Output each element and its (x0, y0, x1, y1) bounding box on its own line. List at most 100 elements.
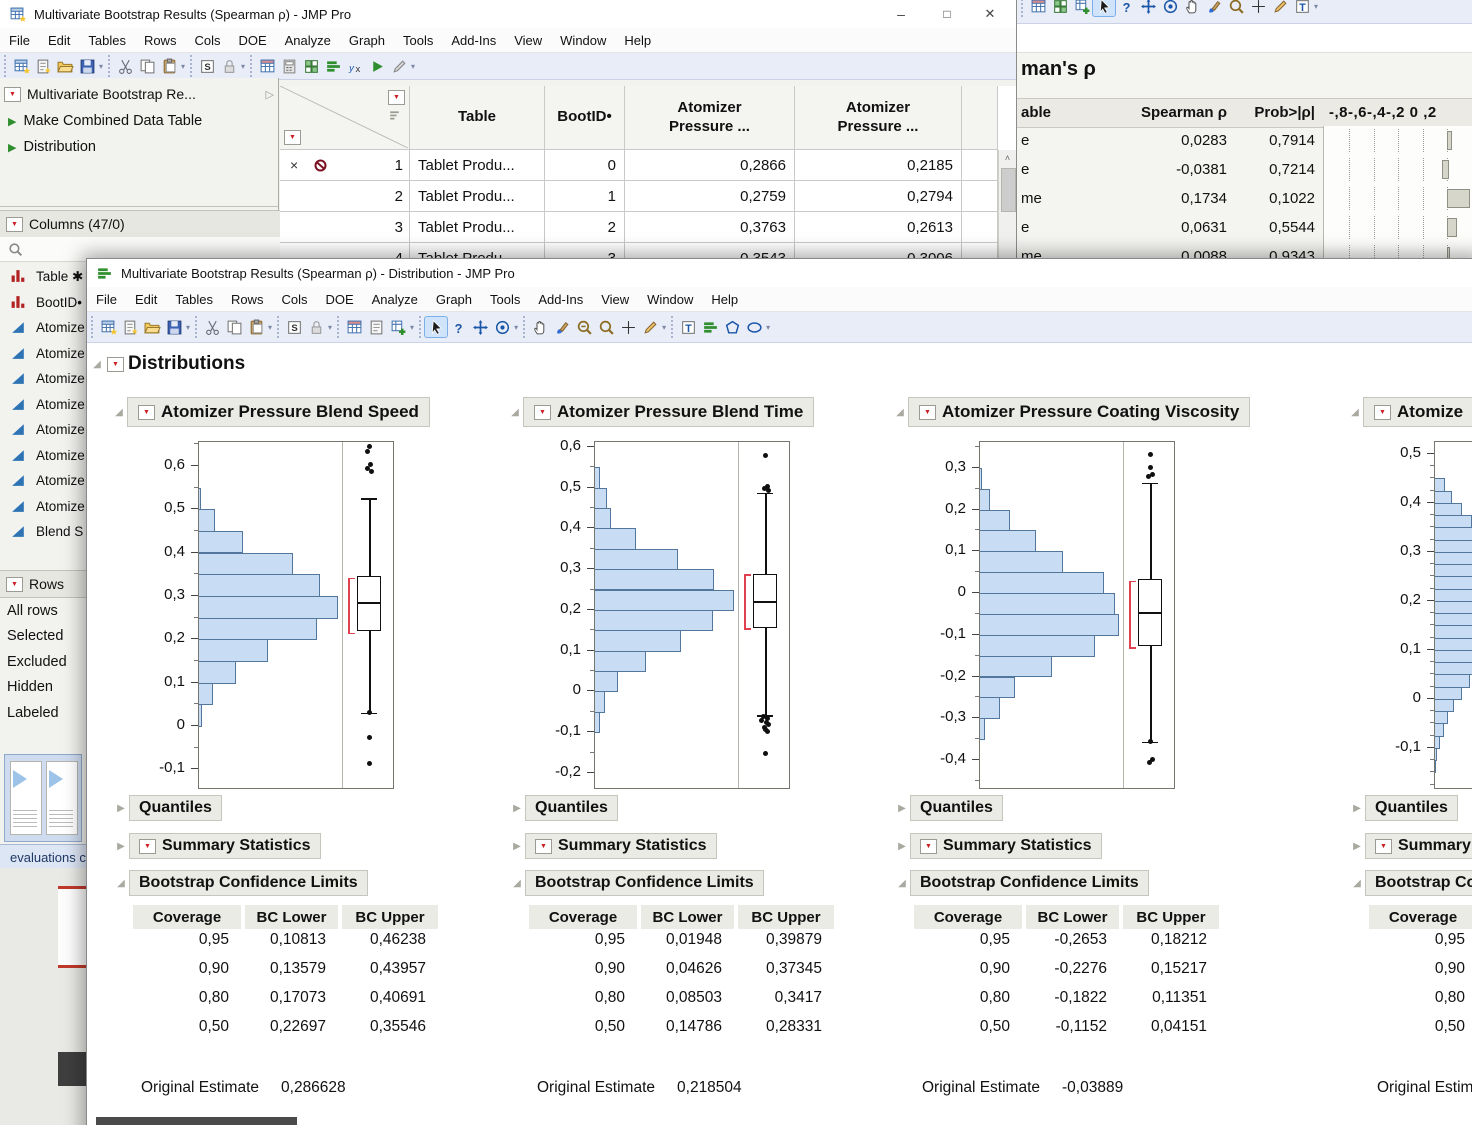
open-disclosure-icon[interactable]: ◢ (513, 877, 521, 889)
menu-file[interactable]: File (96, 291, 117, 307)
menu-tables[interactable]: Tables (175, 291, 213, 307)
grid-cell[interactable]: 2 (545, 212, 625, 243)
panel-title-box[interactable]: ▼ Atomize (1363, 397, 1472, 427)
squares-icon[interactable] (1049, 0, 1071, 16)
red-triangle-menu-icon[interactable]: ▼ (6, 216, 23, 232)
columns-menu-icon[interactable]: ▼ (388, 90, 405, 105)
toolbar-overflow-icon[interactable]: ▾ (99, 61, 104, 71)
closed-disclosure-icon[interactable]: ▶ (117, 802, 125, 814)
row-state-cell[interactable]: 2 (280, 181, 410, 212)
annotate-icon[interactable]: T (677, 317, 699, 337)
lock-icon[interactable] (305, 317, 327, 337)
menu-tables[interactable]: Tables (88, 32, 126, 48)
menu-help[interactable]: Help (711, 291, 739, 307)
open-disclosure-icon[interactable]: ◢ (117, 877, 125, 889)
toolbar-overflow-icon[interactable]: ▾ (241, 61, 246, 71)
target-icon[interactable] (1159, 0, 1181, 16)
continuous-icon[interactable] (7, 522, 29, 542)
oval-icon[interactable] (743, 317, 765, 337)
run-script-icon[interactable]: S (283, 317, 305, 337)
grid-cell[interactable]: Tablet Produ... (410, 181, 545, 212)
menu-analyze[interactable]: Analyze (284, 32, 331, 48)
red-triangle-menu-icon[interactable]: ▼ (6, 576, 23, 592)
open-icon[interactable] (141, 317, 163, 337)
move-icon[interactable] (469, 317, 491, 337)
new-data-table-icon[interactable] (97, 317, 119, 337)
polygon-icon[interactable] (721, 317, 743, 337)
quantiles-section-box[interactable]: Quantiles (129, 795, 222, 821)
closed-disclosure-icon[interactable]: ▶ (513, 840, 521, 852)
grid-cell[interactable]: 0,2759 (625, 181, 795, 212)
toolbar-overflow-icon[interactable]: ▾ (181, 61, 186, 71)
closed-disclosure-icon[interactable]: ▶ (117, 840, 125, 852)
brush-icon[interactable] (1203, 0, 1225, 16)
report-tree-item[interactable]: ▶ Distribution (0, 134, 278, 160)
red-triangle-menu-icon[interactable]: ▼ (1375, 838, 1392, 854)
target-icon[interactable] (491, 317, 513, 337)
column-item[interactable]: Blend S (0, 519, 278, 545)
column-item[interactable]: Atomize (0, 366, 278, 392)
grid-cell[interactable]: Tablet Produ... (410, 150, 545, 181)
magnify-minus-icon[interactable] (573, 317, 595, 337)
bootstrap-limits-section-box[interactable]: Bootstrap Confidence Limits (129, 870, 368, 896)
red-triangle-menu-icon[interactable]: ▼ (535, 838, 552, 854)
menu-edit[interactable]: Edit (47, 32, 71, 48)
move-icon[interactable] (1137, 0, 1159, 16)
menu-help[interactable]: Help (624, 32, 652, 48)
help-icon[interactable]: ? (447, 317, 469, 337)
spearman-row[interactable]: e 0,0283 0,7914 (1017, 126, 1472, 156)
open-disclosure-icon[interactable]: ◢ (1351, 406, 1359, 418)
menu-view[interactable]: View (601, 291, 630, 307)
column-item[interactable]: Atomize (0, 417, 278, 443)
summary-statistics-section-box[interactable]: ▼ Summary Statistics (910, 833, 1102, 859)
grid-cell[interactable]: 0,3763 (625, 212, 795, 243)
toolbar-overflow-icon[interactable]: ▾ (514, 322, 519, 332)
menu-cols[interactable]: Cols (194, 32, 221, 48)
open-disclosure-icon[interactable]: ◢ (115, 406, 123, 418)
menu-tools[interactable]: Tools (490, 291, 521, 307)
menu-file[interactable]: File (9, 32, 30, 48)
run-script-icon[interactable]: S (196, 56, 218, 76)
menu-add-ins[interactable]: Add-Ins (538, 291, 584, 307)
continuous-icon[interactable] (7, 394, 29, 414)
lock-icon[interactable] (218, 56, 240, 76)
red-triangle-menu-icon[interactable]: ▼ (1374, 404, 1391, 420)
quantiles-section-box[interactable]: Quantiles (525, 795, 618, 821)
menu-view[interactable]: View (514, 32, 543, 48)
cut-icon[interactable] (201, 317, 223, 337)
continuous-icon[interactable] (7, 318, 29, 338)
pencil-icon[interactable] (1269, 0, 1291, 16)
grid-cell[interactable]: 0 (545, 150, 625, 181)
open-disclosure-icon[interactable]: ◢ (898, 877, 906, 889)
panel-title-box[interactable]: ▼ Atomizer Pressure Coating Viscosity (908, 397, 1251, 427)
menu-doe[interactable]: DOE (325, 291, 354, 307)
column-item[interactable]: Table ✱ (0, 264, 278, 290)
open-disclosure-icon[interactable]: ◢ (511, 406, 519, 418)
grid-column-header[interactable]: Atomizer Pressure ... (625, 86, 795, 150)
crosshair-icon[interactable] (1247, 0, 1269, 16)
toolbar-overflow-icon[interactable]: ▾ (766, 322, 771, 332)
distributions-menu-icon[interactable]: ▼ (107, 356, 124, 372)
menu-window[interactable]: Window (560, 32, 607, 48)
menu-rows[interactable]: Rows (230, 291, 264, 307)
rows-menu-icon[interactable]: ▼ (284, 130, 301, 145)
squares-icon[interactable] (300, 56, 322, 76)
menu-rows[interactable]: Rows (143, 32, 177, 48)
quantiles-section-box[interactable]: Quantiles (1365, 795, 1458, 821)
annotate-icon[interactable]: T (1291, 0, 1313, 16)
column-item[interactable]: Atomize (0, 315, 278, 341)
new-journal-icon[interactable] (32, 56, 54, 76)
grid-column-header[interactable]: Table (410, 86, 545, 150)
summary-statistics-section-box[interactable]: ▼ Summary Statistics (525, 833, 717, 859)
scroll-thumb[interactable] (1001, 168, 1016, 212)
bootstrap-limits-section-box[interactable]: Bootstrap Confidence Limits (1365, 870, 1472, 896)
calculator-icon[interactable] (278, 56, 300, 76)
bars-red-icon[interactable] (7, 267, 29, 287)
data-grid-icon[interactable] (1027, 0, 1049, 16)
add-green-icon[interactable] (387, 317, 409, 337)
arrow-icon[interactable] (1092, 0, 1116, 17)
bootstrap-limits-section-box[interactable]: Bootstrap Confidence Limits (910, 870, 1149, 896)
copy-icon[interactable] (223, 317, 245, 337)
closed-disclosure-icon[interactable]: ▶ (1353, 840, 1361, 852)
